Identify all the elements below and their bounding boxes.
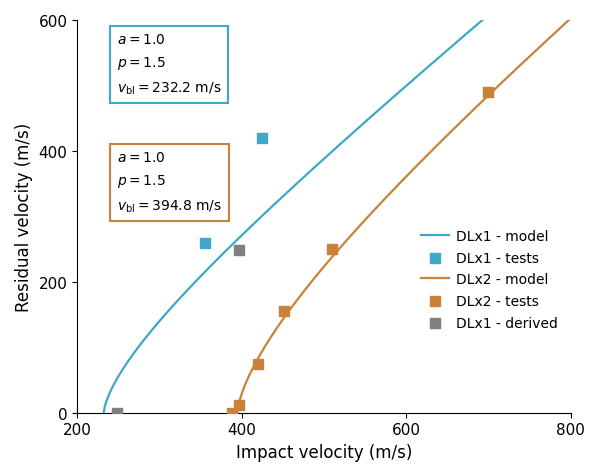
DLx1 - model — [322, 155, 329, 161]
DLx1 - model — [483, 15, 490, 20]
DLx2 - tests — [280, 308, 289, 316]
DLx2 - model — [432, 145, 439, 150]
DLx2 - model — [234, 410, 241, 416]
DLx2 - model — [507, 72, 514, 78]
Line: DLx1 - model: DLx1 - model — [104, 0, 571, 413]
DLx2 - tests — [253, 360, 263, 367]
DLx2 - tests — [235, 401, 244, 409]
DLx2 - tests — [484, 89, 493, 97]
X-axis label: Impact velocity (m/s): Impact velocity (m/s) — [236, 443, 412, 461]
DLx2 - model — [392, 185, 399, 191]
DLx1 - model — [378, 105, 385, 111]
Legend: DLx1 - model, DLx1 - tests, DLx2 - model, DLx2 - tests, DLx1 - derived: DLx1 - model, DLx1 - tests, DLx2 - model… — [416, 224, 563, 336]
DLx2 - tests — [328, 246, 337, 253]
DLx1 - model — [353, 128, 360, 133]
DLx1 - model — [325, 153, 332, 159]
DLx2 - model — [567, 17, 574, 22]
DLx2 - model — [559, 24, 566, 30]
DLx1 - derived — [112, 409, 122, 416]
DLx1 - tests — [257, 135, 267, 142]
DLx1 - tests — [200, 239, 209, 247]
DLx2 - tests — [227, 409, 236, 416]
Y-axis label: Residual velocity (m/s): Residual velocity (m/s) — [15, 122, 33, 311]
Text: $a = 1.0$
$p = 1.5$
$v_{\mathrm{bl}} = 232.2$ m/s: $a = 1.0$ $p = 1.5$ $v_{\mathrm{bl}} = 2… — [117, 33, 221, 97]
Line: DLx2 - model: DLx2 - model — [238, 20, 571, 413]
DLx2 - model — [394, 183, 401, 189]
DLx1 - derived — [235, 247, 244, 255]
DLx1 - model — [100, 410, 107, 416]
DLx2 - model — [414, 163, 421, 169]
Text: $a = 1.0$
$p = 1.5$
$v_{\mathrm{bl}} = 394.8$ m/s: $a = 1.0$ $p = 1.5$ $v_{\mathrm{bl}} = 3… — [117, 150, 221, 214]
